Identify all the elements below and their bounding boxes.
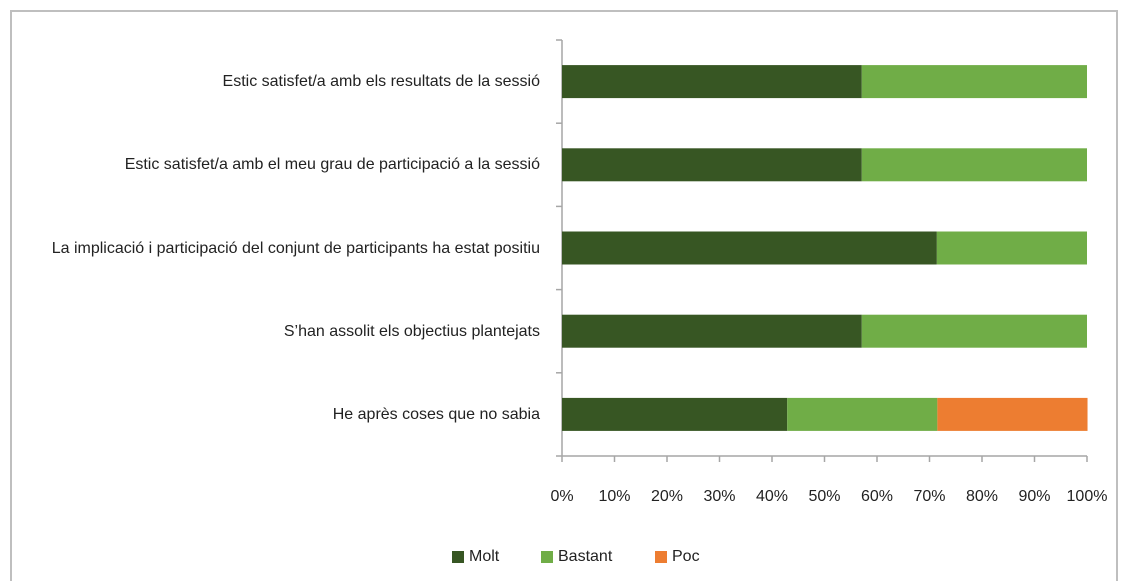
x-tick-label: 60%: [861, 488, 893, 505]
category-text: He après coses que no sabia: [332, 405, 540, 423]
bar-segment: [562, 314, 862, 348]
x-tick-label: 50%: [808, 488, 840, 505]
bar-segment: [861, 65, 1087, 99]
category-text: S’han assolit els objectius plantejats: [283, 322, 540, 340]
chart-frame: [10, 10, 1118, 581]
legend-swatch: [541, 551, 553, 563]
legend-swatch: [452, 551, 464, 563]
legend-label: Bastant: [558, 548, 613, 565]
x-tick-label: 10%: [598, 488, 630, 505]
category-label: Estic satisfet/a amb els resultats de la…: [20, 42, 540, 122]
legend-swatch: [655, 551, 667, 563]
legend-label: Molt: [469, 548, 500, 565]
bar-segment: [562, 65, 862, 99]
category-text: Estic satisfet/a amb els resultats de la…: [222, 73, 540, 91]
category-label: He après coses que no sabia: [20, 374, 540, 454]
category-label: S’han assolit els objectius plantejats: [20, 291, 540, 371]
bar-segment: [562, 148, 862, 182]
x-tick-label: 0%: [550, 488, 573, 505]
category-text: La implicació i participació del conjunt…: [51, 239, 540, 257]
bar-segment: [562, 231, 937, 265]
x-tick-label: 80%: [966, 488, 998, 505]
bar-segment: [936, 231, 1087, 265]
x-tick-label: 20%: [651, 488, 683, 505]
bar-segment: [562, 397, 788, 431]
bar-segment: [861, 314, 1087, 348]
category-text: Estic satisfet/a amb el meu grau de part…: [124, 156, 540, 174]
category-label: La implicació i participació del conjunt…: [20, 208, 540, 288]
bar-segment: [861, 148, 1087, 182]
bar-segment: [937, 397, 1088, 431]
x-tick-label: 30%: [703, 488, 735, 505]
legend-label: Poc: [672, 548, 700, 565]
bar-segment: [787, 397, 938, 431]
category-label: Estic satisfet/a amb el meu grau de part…: [20, 125, 540, 205]
x-tick-label: 40%: [756, 488, 788, 505]
x-tick-label: 70%: [913, 488, 945, 505]
x-tick-label: 100%: [1067, 488, 1108, 505]
x-tick-label: 90%: [1018, 488, 1050, 505]
